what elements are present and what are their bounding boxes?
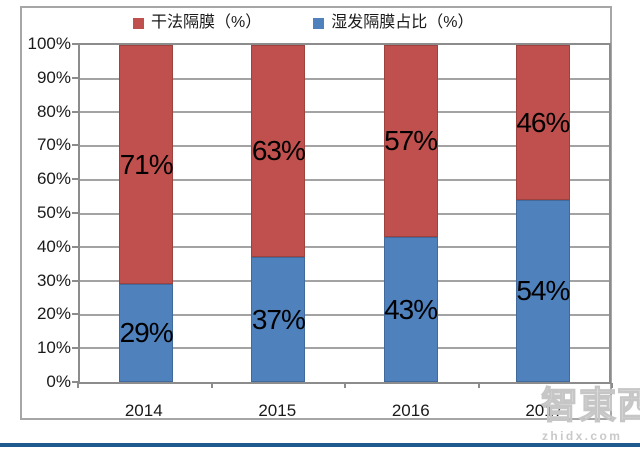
gridline-80 (80, 111, 609, 114)
y-axis-label-20%: 20% (36, 304, 71, 324)
legend-item-1: 湿发隔膜占比（%） (313, 14, 473, 32)
gridline-10 (80, 347, 609, 350)
bar-segment-dry-2016: 57% (383, 45, 438, 238)
bar-stack-2014: 29% 71% (119, 45, 174, 382)
bar-stack-2017: 54% 46% (515, 45, 570, 382)
bar-segment-dry-2015: 63% (251, 45, 306, 258)
bar-segment-dry-2017: 46% (515, 45, 570, 201)
y-axis-tick (72, 178, 78, 181)
legend-swatch-icon (133, 17, 144, 29)
x-axis-label-2014: 2014 (124, 401, 163, 420)
plot-area: 29% 71% 37% 63% 43% 57% 54% 46% (78, 43, 611, 384)
watermark-domain: zhidx.com (542, 429, 623, 443)
bar-label-dry-2015: 63% (251, 135, 306, 167)
bar-label-dry-2014: 71% (119, 148, 174, 180)
y-axis-label-90%: 90% (36, 67, 71, 87)
gridline-90 (80, 77, 609, 80)
x-axis-tick (611, 383, 613, 388)
legend-swatch-icon (313, 17, 325, 29)
y-axis-label-10%: 10% (36, 338, 71, 358)
bar-segment-wet-2014: 29% (119, 284, 174, 382)
y-axis-tick (72, 313, 78, 316)
y-axis-tick (72, 76, 78, 79)
gridline-50 (80, 212, 609, 215)
x-axis-tick (210, 383, 213, 388)
y-axis-tick (72, 144, 78, 147)
y-axis-label-60%: 60% (36, 169, 71, 189)
gridline-40 (80, 246, 609, 249)
y-axis-label-80%: 80% (36, 101, 71, 121)
plot-inner: 29% 71% 37% 63% 43% 57% 54% 46% (80, 45, 609, 382)
bar-stack-2015: 37% 63% (251, 45, 306, 382)
y-axis-tick (72, 381, 78, 383)
chart-legend: 干法隔膜（%） 湿发隔膜占比（%） (133, 14, 473, 32)
y-axis-tick (72, 347, 78, 350)
bar-label-dry-2016: 57% (384, 125, 438, 157)
y-axis-tick (72, 110, 78, 113)
y-axis-label-0%: 0% (46, 372, 71, 391)
legend-item-0: 干法隔膜（%） (133, 14, 261, 32)
bar-segment-wet-2015: 37% (251, 257, 306, 382)
y-axis-tick (72, 43, 78, 45)
y-axis-label-30%: 30% (36, 270, 71, 290)
x-axis-tick (477, 383, 480, 388)
y-axis-label-50%: 50% (36, 203, 71, 222)
y-axis-tick (72, 212, 78, 214)
bar-segment-wet-2016: 43% (383, 237, 438, 382)
gridline-20 (80, 313, 609, 316)
y-axis-label-100%: 100% (27, 34, 71, 53)
bar-segment-dry-2014: 71% (119, 45, 174, 285)
x-axis-tick (77, 383, 79, 388)
bar-label-dry-2017: 46% (516, 106, 570, 138)
legend-item-label: 干法隔膜（%） (151, 14, 262, 31)
bar-label-wet-2014: 29% (119, 317, 174, 349)
x-axis-tick (344, 383, 346, 388)
x-axis-label-2017: 2017 (525, 401, 564, 420)
footer-accent-line (0, 443, 640, 447)
legend-item-label: 湿发隔膜占比（%） (331, 14, 474, 31)
y-axis-tick (72, 279, 78, 282)
y-axis-label-70%: 70% (36, 135, 71, 155)
bar-segment-wet-2017: 54% (515, 200, 570, 382)
bar-stack-2016: 43% 57% (383, 45, 438, 382)
bar-label-wet-2015: 37% (251, 303, 306, 335)
x-axis-label-2015: 2015 (258, 401, 297, 420)
gridline-60 (80, 178, 609, 181)
gridline-30 (80, 279, 609, 282)
y-axis-label-40%: 40% (36, 236, 71, 256)
x-axis-label-2016: 2016 (391, 401, 430, 420)
y-axis-tick (72, 245, 78, 248)
bar-label-wet-2017: 54% (516, 275, 570, 307)
gridline-70 (80, 145, 609, 148)
bar-label-wet-2016: 43% (384, 293, 438, 325)
